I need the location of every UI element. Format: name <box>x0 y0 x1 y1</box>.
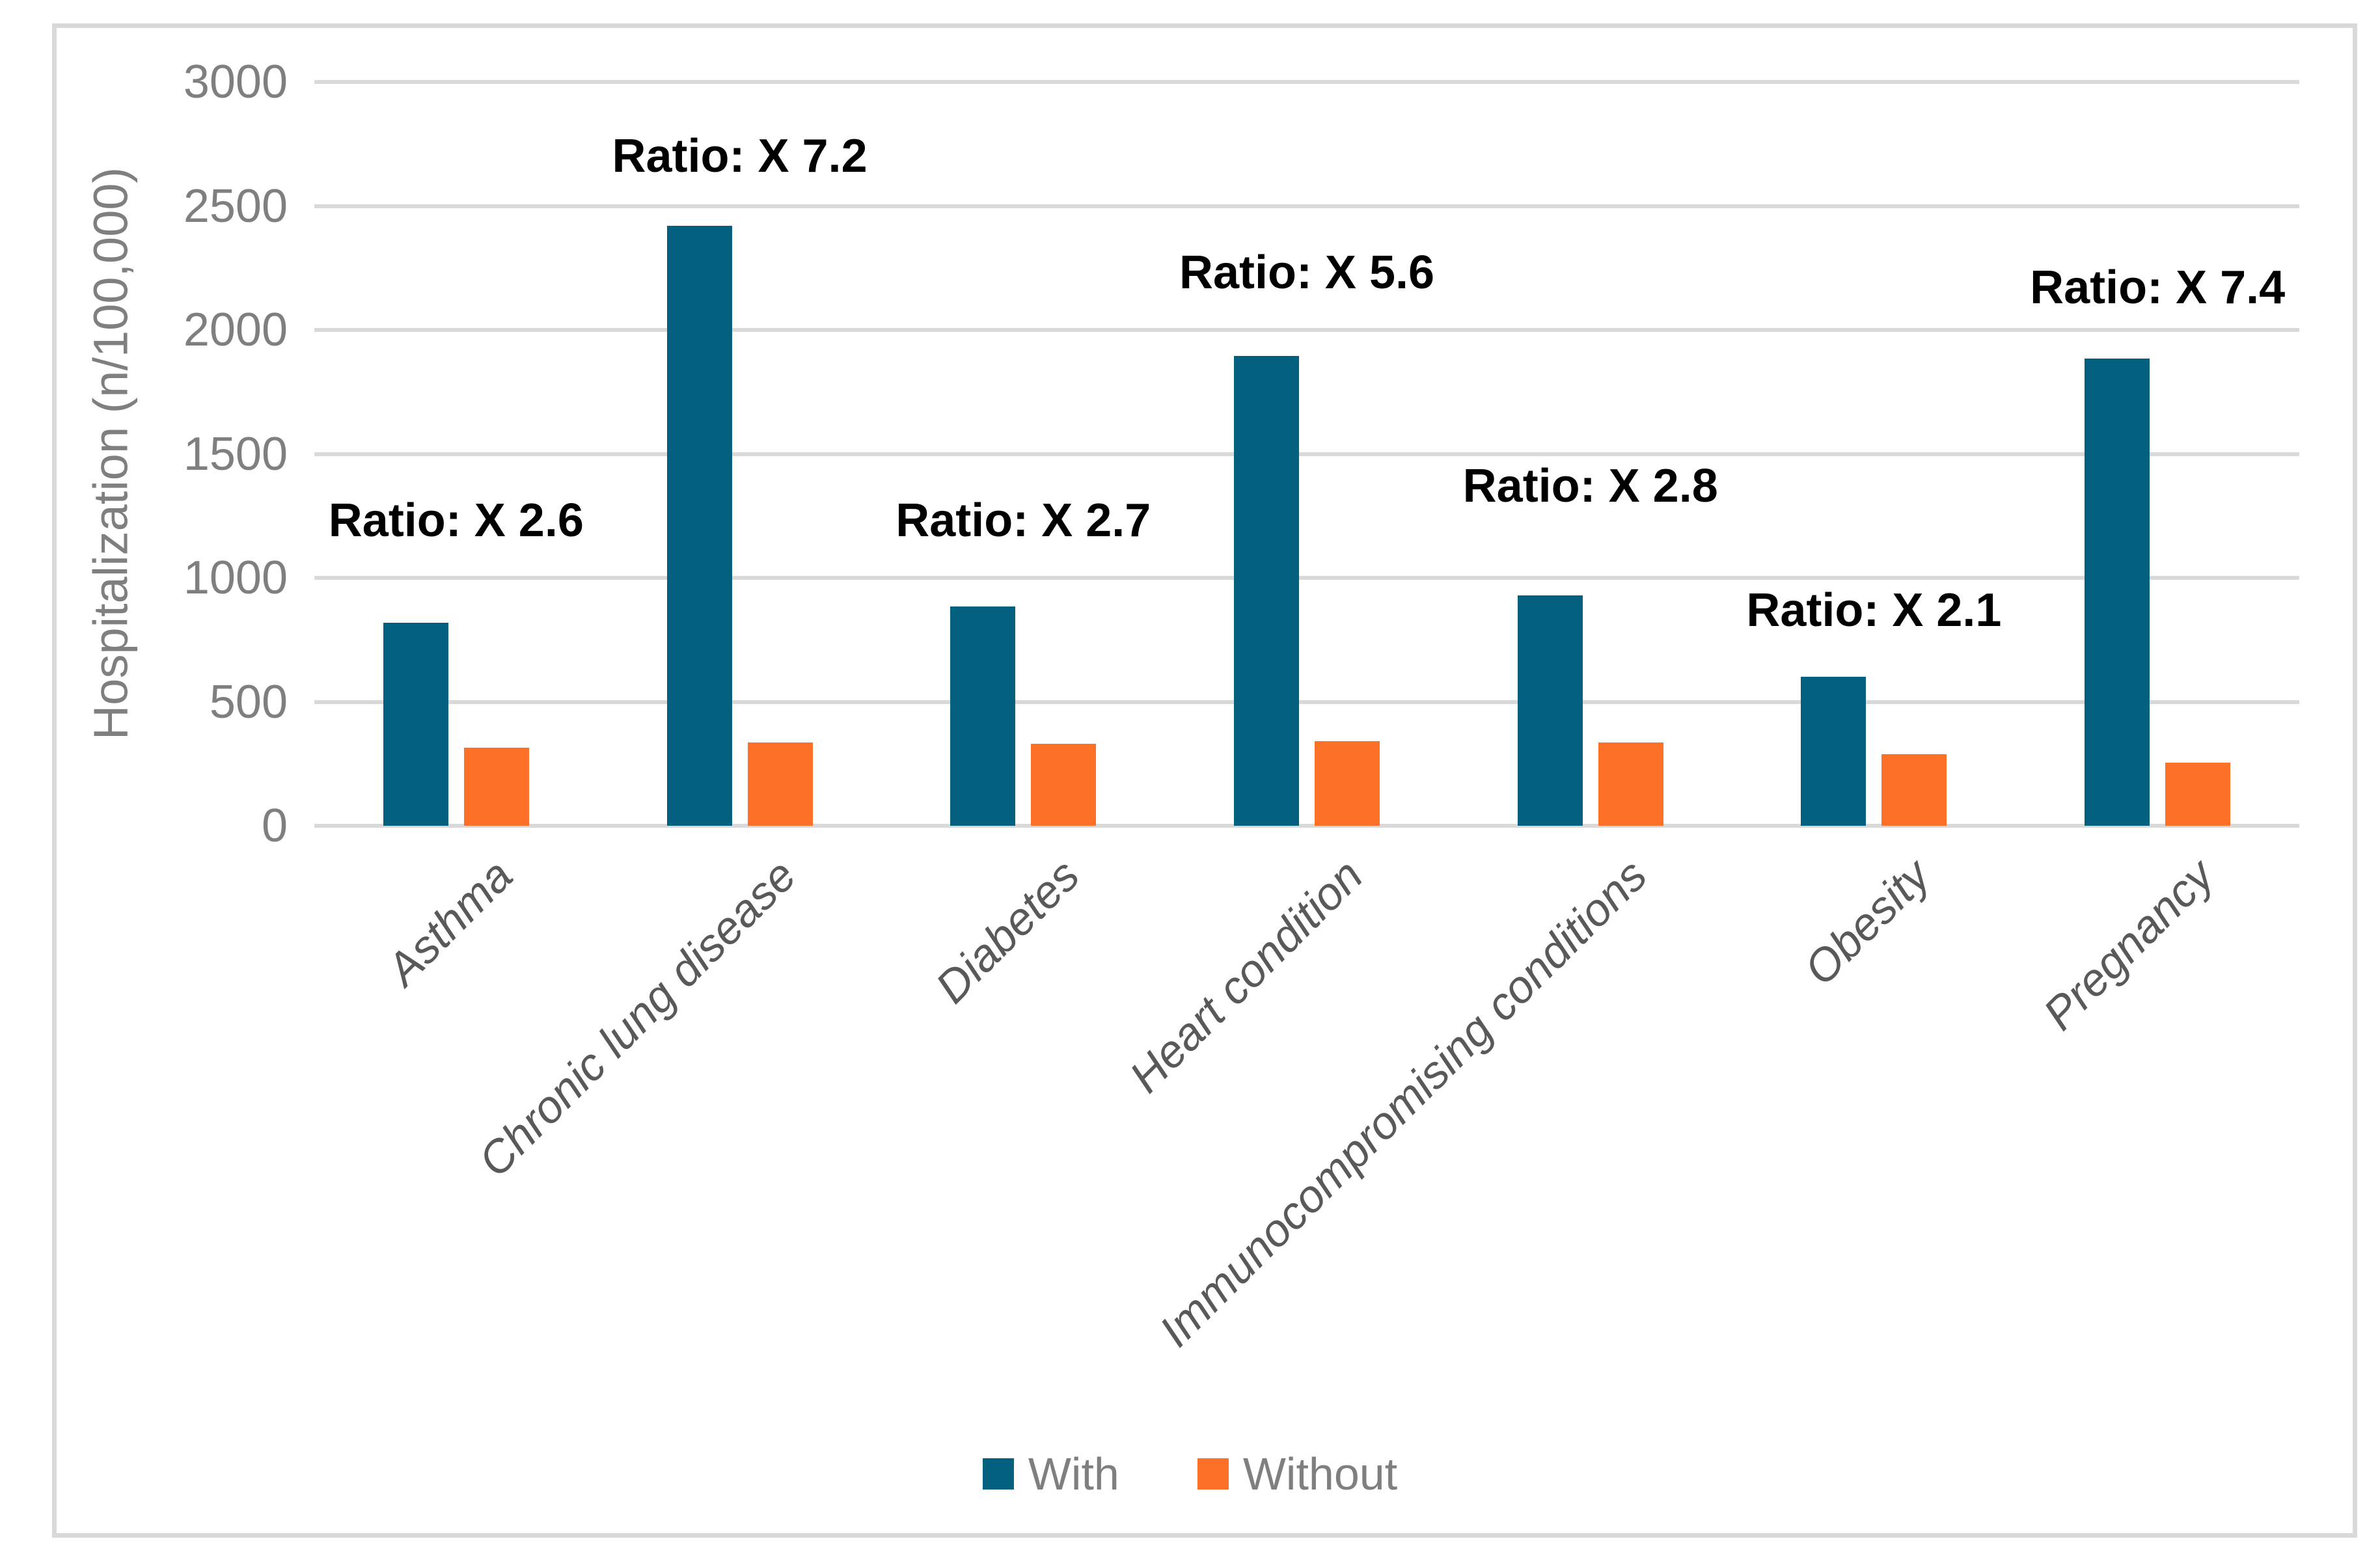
ratio-annotation-chronic-lung-disease: Ratio: X 7.2 <box>612 130 868 183</box>
legend: With Without <box>0 1448 2380 1500</box>
bar-without-immunocompromising-conditions <box>1598 742 1663 826</box>
bar-without-heart-condition <box>1315 741 1380 826</box>
bar-without-pregnancy <box>2165 762 2231 826</box>
ratio-annotation-immunocompromising-conditions: Ratio: X 2.8 <box>1462 460 1718 513</box>
ratio-annotation-pregnancy: Ratio: X 7.4 <box>2030 262 2286 314</box>
bar-with-immunocompromising-conditions <box>1517 595 1583 826</box>
gridline-1000 <box>314 576 2299 580</box>
gridline-0 <box>314 824 2299 828</box>
plot-area <box>314 82 2299 826</box>
bar-with-obesity <box>1801 677 1867 826</box>
gridline-500 <box>314 700 2299 704</box>
gridline-1500 <box>314 452 2299 456</box>
gridline-3000 <box>314 80 2299 84</box>
bar-with-chronic-lung-disease <box>666 225 732 826</box>
y-tick-label-2000: 2000 <box>183 304 288 356</box>
legend-label-without: Without <box>1242 1449 1398 1499</box>
bar-with-asthma <box>383 622 448 826</box>
bar-with-heart-condition <box>1234 356 1299 826</box>
bar-without-chronic-lung-disease <box>747 742 813 826</box>
ratio-annotation-obesity: Ratio: X 2.1 <box>1746 584 2002 636</box>
y-tick-label-0: 0 <box>261 800 288 852</box>
legend-item-without: Without <box>1197 1448 1397 1500</box>
legend-item-with: With <box>982 1448 1119 1500</box>
bar-with-diabetes <box>950 606 1016 826</box>
bar-without-asthma <box>463 747 529 826</box>
bar-without-obesity <box>1881 754 1947 826</box>
y-tick-label-3000: 3000 <box>183 56 288 108</box>
y-tick-label-1500: 1500 <box>183 428 288 480</box>
legend-swatch-without <box>1197 1458 1229 1490</box>
gridline-2000 <box>314 328 2299 332</box>
bar-with-pregnancy <box>2085 358 2150 826</box>
chart-outer-border <box>52 23 2357 1538</box>
ratio-annotation-asthma: Ratio: X 2.6 <box>328 495 584 547</box>
y-tick-label-2500: 2500 <box>183 180 288 232</box>
bar-without-diabetes <box>1031 744 1097 826</box>
legend-swatch-with <box>982 1458 1014 1490</box>
legend-label-with: With <box>1028 1449 1119 1499</box>
y-tick-label-500: 500 <box>209 675 288 728</box>
gridline-2500 <box>314 204 2299 208</box>
y-tick-label-1000: 1000 <box>183 552 288 604</box>
ratio-annotation-heart-condition: Ratio: X 5.6 <box>1179 247 1435 299</box>
ratio-annotation-diabetes: Ratio: X 2.7 <box>896 495 1151 547</box>
